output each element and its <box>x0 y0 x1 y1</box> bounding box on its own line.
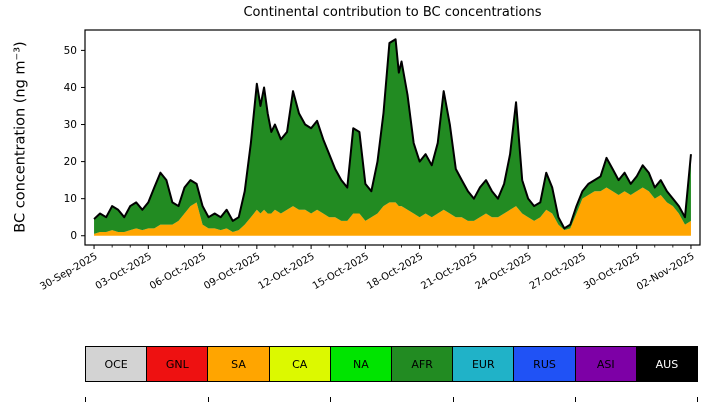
x-tick-label: 06-Oct-2025 <box>148 251 208 292</box>
x-tick-label: 03-Oct-2025 <box>94 251 154 292</box>
legend: OCE GNL SA CA NA AFR EUR RUS ASI AUS <box>85 346 698 382</box>
clipped-table-tick <box>575 397 576 402</box>
y-tick-label: 40 <box>64 82 77 94</box>
total-line <box>93 38 692 230</box>
x-tick-label: 02-Nov-2025 <box>635 251 696 293</box>
area-afr <box>94 39 691 234</box>
area-sa <box>94 187 691 236</box>
legend-item-eur: EUR <box>453 347 515 381</box>
x-tick-label: 09-Oct-2025 <box>202 251 262 292</box>
legend-item-ca: CA <box>269 347 331 381</box>
legend-item-afr: AFR <box>392 347 454 381</box>
x-tick-label: 15-Oct-2025 <box>311 251 371 292</box>
x-tick-label: 30-Oct-2025 <box>582 251 642 292</box>
x-tick-label: 27-Oct-2025 <box>528 251 588 292</box>
y-tick-label: 0 <box>70 230 77 242</box>
legend-item-rus: RUS <box>514 347 576 381</box>
legend-item-na: NA <box>330 347 393 381</box>
y-tick-label: 50 <box>64 45 77 57</box>
y-tick-label: 10 <box>64 193 77 205</box>
clipped-table-tick <box>697 397 698 402</box>
legend-item-oce: OCE <box>86 347 148 381</box>
x-tick-label: 21-Oct-2025 <box>419 251 479 292</box>
clipped-table-tick <box>330 397 331 402</box>
legend-item-aus: AUS <box>636 347 698 381</box>
x-tick-label: 12-Oct-2025 <box>257 251 317 292</box>
x-tick-label: 18-Oct-2025 <box>365 251 425 292</box>
x-tick-label: 30-Sep-2025 <box>38 251 99 293</box>
chart-title: Continental contribution to BC concentra… <box>243 5 542 20</box>
clipped-table-ticks <box>85 397 698 402</box>
x-tick-label: 24-Oct-2025 <box>474 251 534 292</box>
axes-box <box>84 29 701 246</box>
clipped-table-tick <box>453 397 454 402</box>
legend-item-sa: SA <box>208 347 270 381</box>
chart-svg: 0 10 20 30 40 50 30-Sep-202503-Oct-202506-Oct-… <box>38 29 701 293</box>
clipped-table-tick <box>85 397 86 402</box>
legend-item-gnl: GNL <box>147 347 209 381</box>
clipped-table-tick <box>208 397 209 402</box>
y-tick-label: 30 <box>64 119 77 131</box>
legend-item-asi: ASI <box>575 347 637 381</box>
y-tick-label: 20 <box>64 156 77 168</box>
